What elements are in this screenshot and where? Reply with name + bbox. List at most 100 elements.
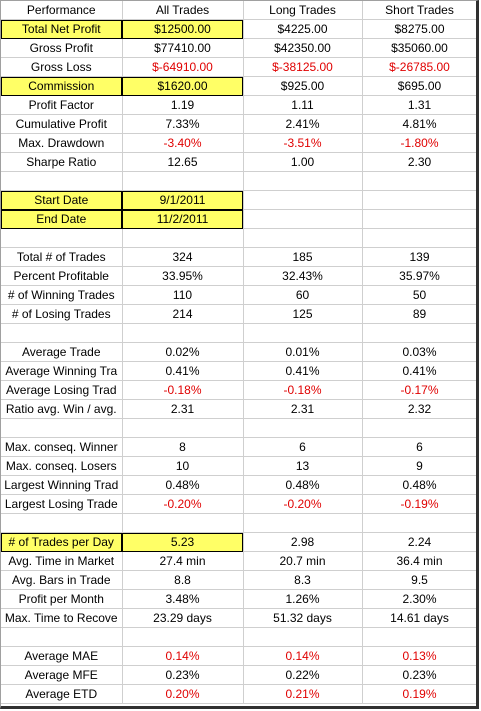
cell-all-trades: 1.19 <box>122 95 244 115</box>
spacer-cell <box>1 513 123 533</box>
row-label: Profit per Month <box>1 589 123 609</box>
cell-long-trades: 13 <box>243 456 363 476</box>
cell-all-trades: 0.02% <box>122 342 244 362</box>
cell-long-trades: 0.01% <box>243 342 363 362</box>
cell-all-trades: 214 <box>122 304 244 324</box>
row-label: # of Trades per Day <box>1 532 123 552</box>
cell-all-trades: -0.20% <box>122 494 244 514</box>
spacer-row <box>1 627 476 647</box>
table-row: Max. Drawdown -3.40% -3.51% -1.80% <box>1 133 476 153</box>
cell-short-trades: 0.03% <box>362 342 476 362</box>
cell-short-trades: 2.24 <box>362 532 476 552</box>
cell-long-trades: $4225.00 <box>243 19 363 39</box>
table-row: Sharpe Ratio 12.65 1.00 2.30 <box>1 152 476 172</box>
cell-all-trades: 0.41% <box>122 361 244 381</box>
cell-all-trades: 0.48% <box>122 475 244 495</box>
spacer-cell <box>122 418 244 438</box>
cell-short-trades: 0.41% <box>362 361 476 381</box>
cell-all-trades: 0.14% <box>122 646 244 666</box>
cell-long-trades: 8.3 <box>243 570 363 590</box>
cell-short-trades: 2.30 <box>362 152 476 172</box>
cell-long-trades: 1.26% <box>243 589 363 609</box>
cell-short-trades: 2.32 <box>362 399 476 419</box>
spacer-cell <box>243 228 363 248</box>
table-row: Avg. Bars in Trade 8.8 8.3 9.5 <box>1 570 476 590</box>
spacer-cell <box>362 228 476 248</box>
header-long-trades: Long Trades <box>243 1 363 20</box>
cell-long-trades: 51.32 days <box>243 608 363 628</box>
cell-long-trades: $-38125.00 <box>243 57 363 77</box>
cell-short-trades <box>362 209 476 229</box>
row-label: Max. Drawdown <box>1 133 123 153</box>
cell-short-trades: 0.48% <box>362 475 476 495</box>
table-row: Total Net Profit $12500.00 $4225.00 $8275.0… <box>1 19 476 39</box>
cell-short-trades: 2.30% <box>362 589 476 609</box>
cell-all-trades: 0.20% <box>122 684 244 704</box>
table-header-row: Performance All Trades Long Trades Short… <box>1 1 476 20</box>
header-performance: Performance <box>1 1 123 20</box>
table-row: Max. conseq. Winner 8 6 6 <box>1 437 476 457</box>
table-row: Average MAE 0.14% 0.14% 0.13% <box>1 646 476 666</box>
cell-long-trades <box>243 190 363 210</box>
row-label: Percent Profitable <box>1 266 123 286</box>
table-row: Average ETD 0.20% 0.21% 0.19% <box>1 684 476 704</box>
cell-all-trades: $-64910.00 <box>122 57 244 77</box>
table-row: Total # of Trades 324 185 139 <box>1 247 476 267</box>
cell-long-trades: -3.51% <box>243 133 363 153</box>
cell-all-trades: 110 <box>122 285 244 305</box>
table-row: Max. conseq. Losers 10 13 9 <box>1 456 476 476</box>
row-label: Profit Factor <box>1 95 123 115</box>
row-label: Gross Loss <box>1 57 123 77</box>
cell-long-trades: 1.00 <box>243 152 363 172</box>
cell-short-trades: 14.61 days <box>362 608 476 628</box>
cell-long-trades: 2.31 <box>243 399 363 419</box>
cell-short-trades: 50 <box>362 285 476 305</box>
spacer-cell <box>243 323 363 343</box>
cell-short-trades: 9.5 <box>362 570 476 590</box>
cell-all-trades: 23.29 days <box>122 608 244 628</box>
table-row: Ratio avg. Win / avg. 2.31 2.31 2.32 <box>1 399 476 419</box>
cell-all-trades: 8 <box>122 437 244 457</box>
cell-long-trades: 6 <box>243 437 363 457</box>
cell-long-trades: 2.41% <box>243 114 363 134</box>
table-row: Average MFE 0.23% 0.22% 0.23% <box>1 665 476 685</box>
spacer-cell <box>243 171 363 191</box>
row-label: Max. conseq. Losers <box>1 456 123 476</box>
cell-short-trades: $8275.00 <box>362 19 476 39</box>
row-label: Total # of Trades <box>1 247 123 267</box>
row-label: Average Winning Tra <box>1 361 123 381</box>
cell-all-trades: 3.48% <box>122 589 244 609</box>
row-label: Avg. Bars in Trade <box>1 570 123 590</box>
cell-short-trades: 0.23% <box>362 665 476 685</box>
row-label: End Date <box>1 209 123 229</box>
spacer-cell <box>243 627 363 647</box>
cell-short-trades: -0.19% <box>362 494 476 514</box>
row-label: Max. conseq. Winner <box>1 437 123 457</box>
cell-all-trades: 2.31 <box>122 399 244 419</box>
cell-all-trades: 27.4 min <box>122 551 244 571</box>
row-label: Average MFE <box>1 665 123 685</box>
spacer-cell <box>1 418 123 438</box>
cell-short-trades: 4.81% <box>362 114 476 134</box>
cell-all-trades: 7.33% <box>122 114 244 134</box>
cell-long-trades: $925.00 <box>243 76 363 96</box>
table-row: # of Trades per Day 5.23 2.98 2.24 <box>1 532 476 552</box>
table-row: Largest Losing Trade -0.20% -0.20% -0.19% <box>1 494 476 514</box>
spacer-cell <box>122 627 244 647</box>
cell-long-trades: 125 <box>243 304 363 324</box>
cell-short-trades: 36.4 min <box>362 551 476 571</box>
table-row: Gross Loss $-64910.00 $-38125.00 $-26785.00 <box>1 57 476 77</box>
spacer-cell <box>122 228 244 248</box>
cell-long-trades: 0.48% <box>243 475 363 495</box>
table-row: Profit per Month 3.48% 1.26% 2.30% <box>1 589 476 609</box>
row-label: Average Losing Trad <box>1 380 123 400</box>
spacer-row <box>1 171 476 191</box>
table-row: Profit Factor 1.19 1.11 1.31 <box>1 95 476 115</box>
row-label: Gross Profit <box>1 38 123 58</box>
cell-short-trades: 1.31 <box>362 95 476 115</box>
cell-long-trades: 0.41% <box>243 361 363 381</box>
table-row: Cumulative Profit 7.33% 2.41% 4.81% <box>1 114 476 134</box>
cell-short-trades: 0.19% <box>362 684 476 704</box>
spacer-cell <box>1 171 123 191</box>
